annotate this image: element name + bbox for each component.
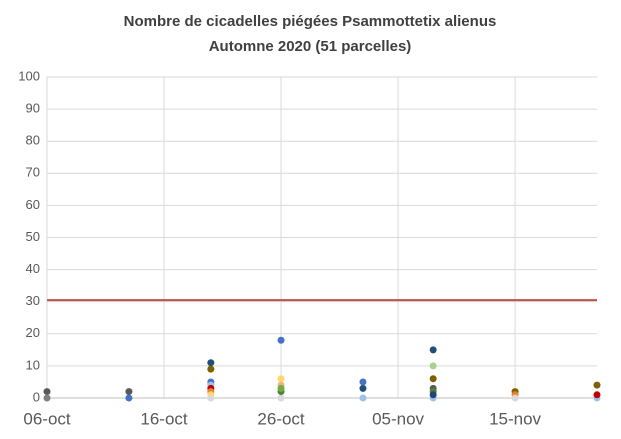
y-tick-label: 20	[26, 325, 40, 340]
data-point	[43, 388, 51, 396]
y-tick-label: 60	[26, 197, 40, 212]
chart-title: Nombre de cicadelles piégées Psammotteti…	[124, 13, 497, 30]
data-point	[429, 375, 437, 383]
x-tick-label: 16-oct	[140, 409, 188, 428]
y-tick-label: 0	[33, 389, 40, 404]
data-point	[207, 359, 215, 367]
data-point	[277, 384, 285, 392]
y-tick-label: 100	[18, 68, 40, 83]
x-tick-label: 06-oct	[23, 409, 71, 428]
data-point	[277, 336, 285, 344]
data-point	[359, 378, 367, 386]
y-tick-label: 80	[26, 133, 40, 148]
y-tick-label: 70	[26, 165, 40, 180]
y-tick-label: 10	[26, 357, 40, 372]
data-point	[429, 391, 437, 399]
data-point	[593, 391, 601, 399]
data-point	[593, 381, 601, 389]
data-point	[359, 384, 367, 392]
data-point	[359, 394, 367, 402]
x-tick-label: 15-nov	[489, 409, 541, 428]
chart-subtitle: Automne 2020 (51 parcelles)	[209, 38, 412, 55]
data-point	[277, 375, 285, 383]
data-point	[429, 346, 437, 354]
data-point	[511, 394, 519, 402]
x-tick-label: 05-nov	[372, 409, 424, 428]
data-point	[277, 394, 285, 402]
data-point	[207, 365, 215, 373]
data-point	[125, 394, 133, 402]
x-tick-label: 26-oct	[257, 409, 305, 428]
y-tick-label: 40	[26, 261, 40, 276]
data-point	[125, 388, 133, 396]
y-tick-label: 50	[26, 229, 40, 244]
y-tick-label: 30	[26, 293, 40, 308]
data-point	[207, 394, 215, 402]
y-tick-label: 90	[26, 101, 40, 116]
data-point	[43, 394, 51, 402]
data-point	[429, 362, 437, 370]
